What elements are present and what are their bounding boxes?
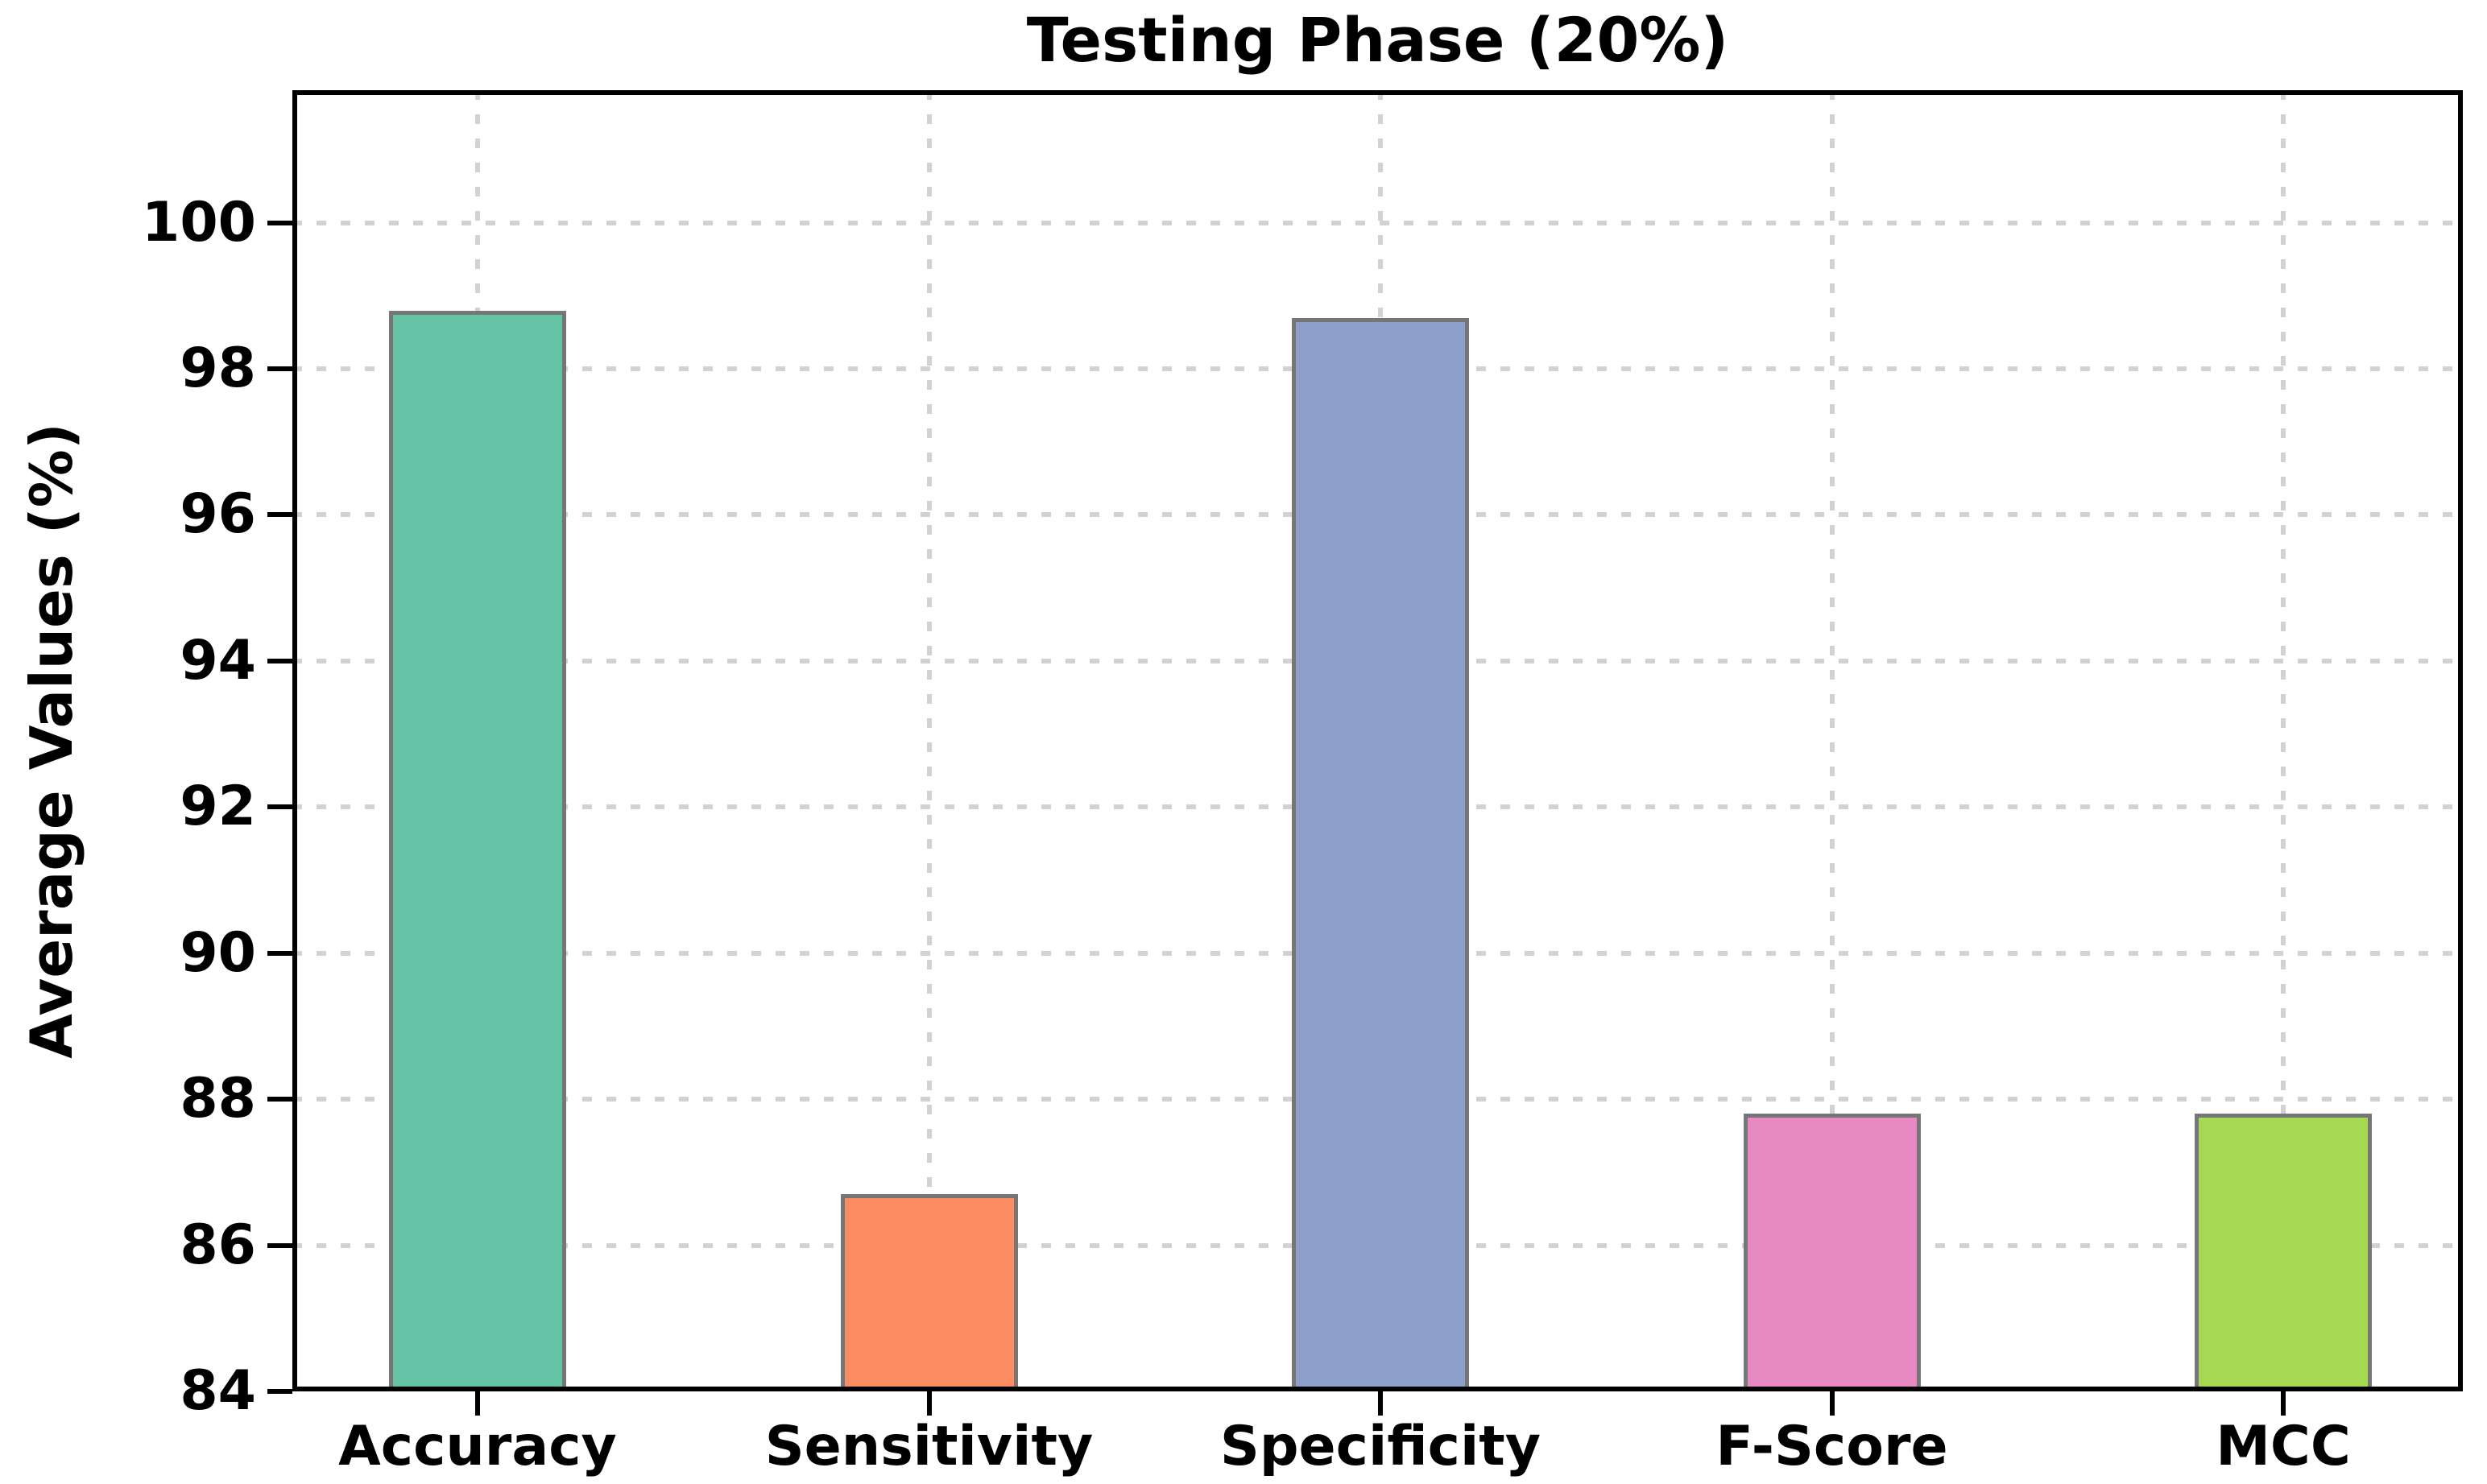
y-axis-label: Average Values (%)	[18, 423, 85, 1059]
x-tick-label-accuracy: Accuracy	[338, 1415, 617, 1478]
x-tick-mark-accuracy	[475, 1391, 480, 1416]
y-tick-mark-90	[267, 950, 292, 956]
y-tick-mark-86	[267, 1242, 292, 1248]
y-tick-mark-94	[267, 658, 292, 663]
bar-accuracy	[389, 310, 566, 1391]
x-tick-mark-mcc	[2281, 1391, 2286, 1416]
y-tick-mark-88	[267, 1097, 292, 1102]
y-tick-label-88: 88	[180, 1067, 256, 1131]
y-tick-label-98: 98	[180, 337, 256, 401]
x-tick-label-mcc: MCC	[2216, 1415, 2351, 1478]
y-tick-mark-98	[267, 366, 292, 372]
y-tick-label-94: 94	[180, 628, 256, 692]
x-tick-label-sensitivity: Sensitivity	[764, 1415, 1094, 1478]
y-tick-mark-84	[267, 1389, 292, 1394]
x-tick-mark-specificity	[1378, 1391, 1383, 1416]
h-gridline-100	[292, 220, 2463, 225]
v-gridline-f-score	[1829, 90, 1835, 1391]
y-tick-label-100: 100	[142, 190, 256, 254]
y-tick-mark-100	[267, 220, 292, 225]
bar-mcc	[2195, 1114, 2372, 1391]
y-tick-label-96: 96	[180, 482, 256, 547]
v-gridline-mcc	[2281, 90, 2286, 1391]
y-tick-mark-92	[267, 804, 292, 810]
x-tick-label-f-score: F-Score	[1715, 1415, 1948, 1478]
chart-title: Testing Phase (20%)	[1026, 4, 1729, 76]
x-tick-mark-f-score	[1829, 1391, 1835, 1416]
plot-area	[292, 90, 2463, 1391]
x-tick-label-specificity: Specificity	[1219, 1415, 1541, 1478]
bar-sensitivity	[840, 1194, 1018, 1391]
v-gridline-sensitivity	[926, 90, 932, 1391]
y-tick-label-86: 86	[180, 1213, 256, 1277]
bar-f-score	[1743, 1114, 1921, 1391]
y-tick-label-92: 92	[180, 775, 256, 839]
y-tick-label-90: 90	[180, 920, 256, 985]
y-tick-label-84: 84	[180, 1359, 256, 1423]
y-tick-mark-96	[267, 512, 292, 518]
x-tick-mark-sensitivity	[926, 1391, 932, 1416]
bar-specificity	[1292, 317, 1469, 1391]
